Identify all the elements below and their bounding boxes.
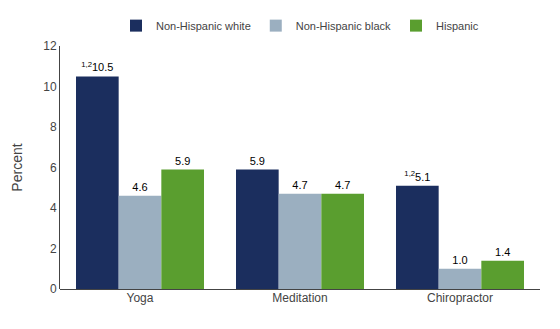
svg-text:0: 0 <box>50 282 57 296</box>
svg-text:Yoga: Yoga <box>127 291 154 305</box>
svg-text:1.4: 1.4 <box>495 246 510 258</box>
svg-text:Meditation: Meditation <box>272 291 327 305</box>
svg-text:​1,2​5.1: ​1,2​5.1 <box>404 169 430 183</box>
svg-text:8: 8 <box>50 120 57 134</box>
svg-text:5.9: 5.9 <box>175 155 190 167</box>
svg-text:6: 6 <box>50 161 57 175</box>
svg-text:2: 2 <box>50 242 57 256</box>
svg-text:4.6: 4.6 <box>132 181 147 193</box>
svg-text:​1,2​10.5: ​1,2​10.5 <box>81 60 113 74</box>
svg-text:10: 10 <box>43 80 57 94</box>
svg-text:Percent: Percent <box>9 143 25 191</box>
svg-text:Non-Hispanic black: Non-Hispanic black <box>296 20 391 32</box>
svg-text:Hispanic: Hispanic <box>436 20 479 32</box>
svg-text:Non-Hispanic white: Non-Hispanic white <box>156 20 251 32</box>
svg-text:5.9: 5.9 <box>250 155 265 167</box>
svg-text:4.7: 4.7 <box>335 179 350 191</box>
svg-text:12: 12 <box>43 39 57 53</box>
svg-text:4.7: 4.7 <box>292 179 307 191</box>
svg-text:Chiropractor: Chiropractor <box>427 291 493 305</box>
svg-text:1.0: 1.0 <box>452 254 467 266</box>
svg-text:4: 4 <box>50 201 57 215</box>
